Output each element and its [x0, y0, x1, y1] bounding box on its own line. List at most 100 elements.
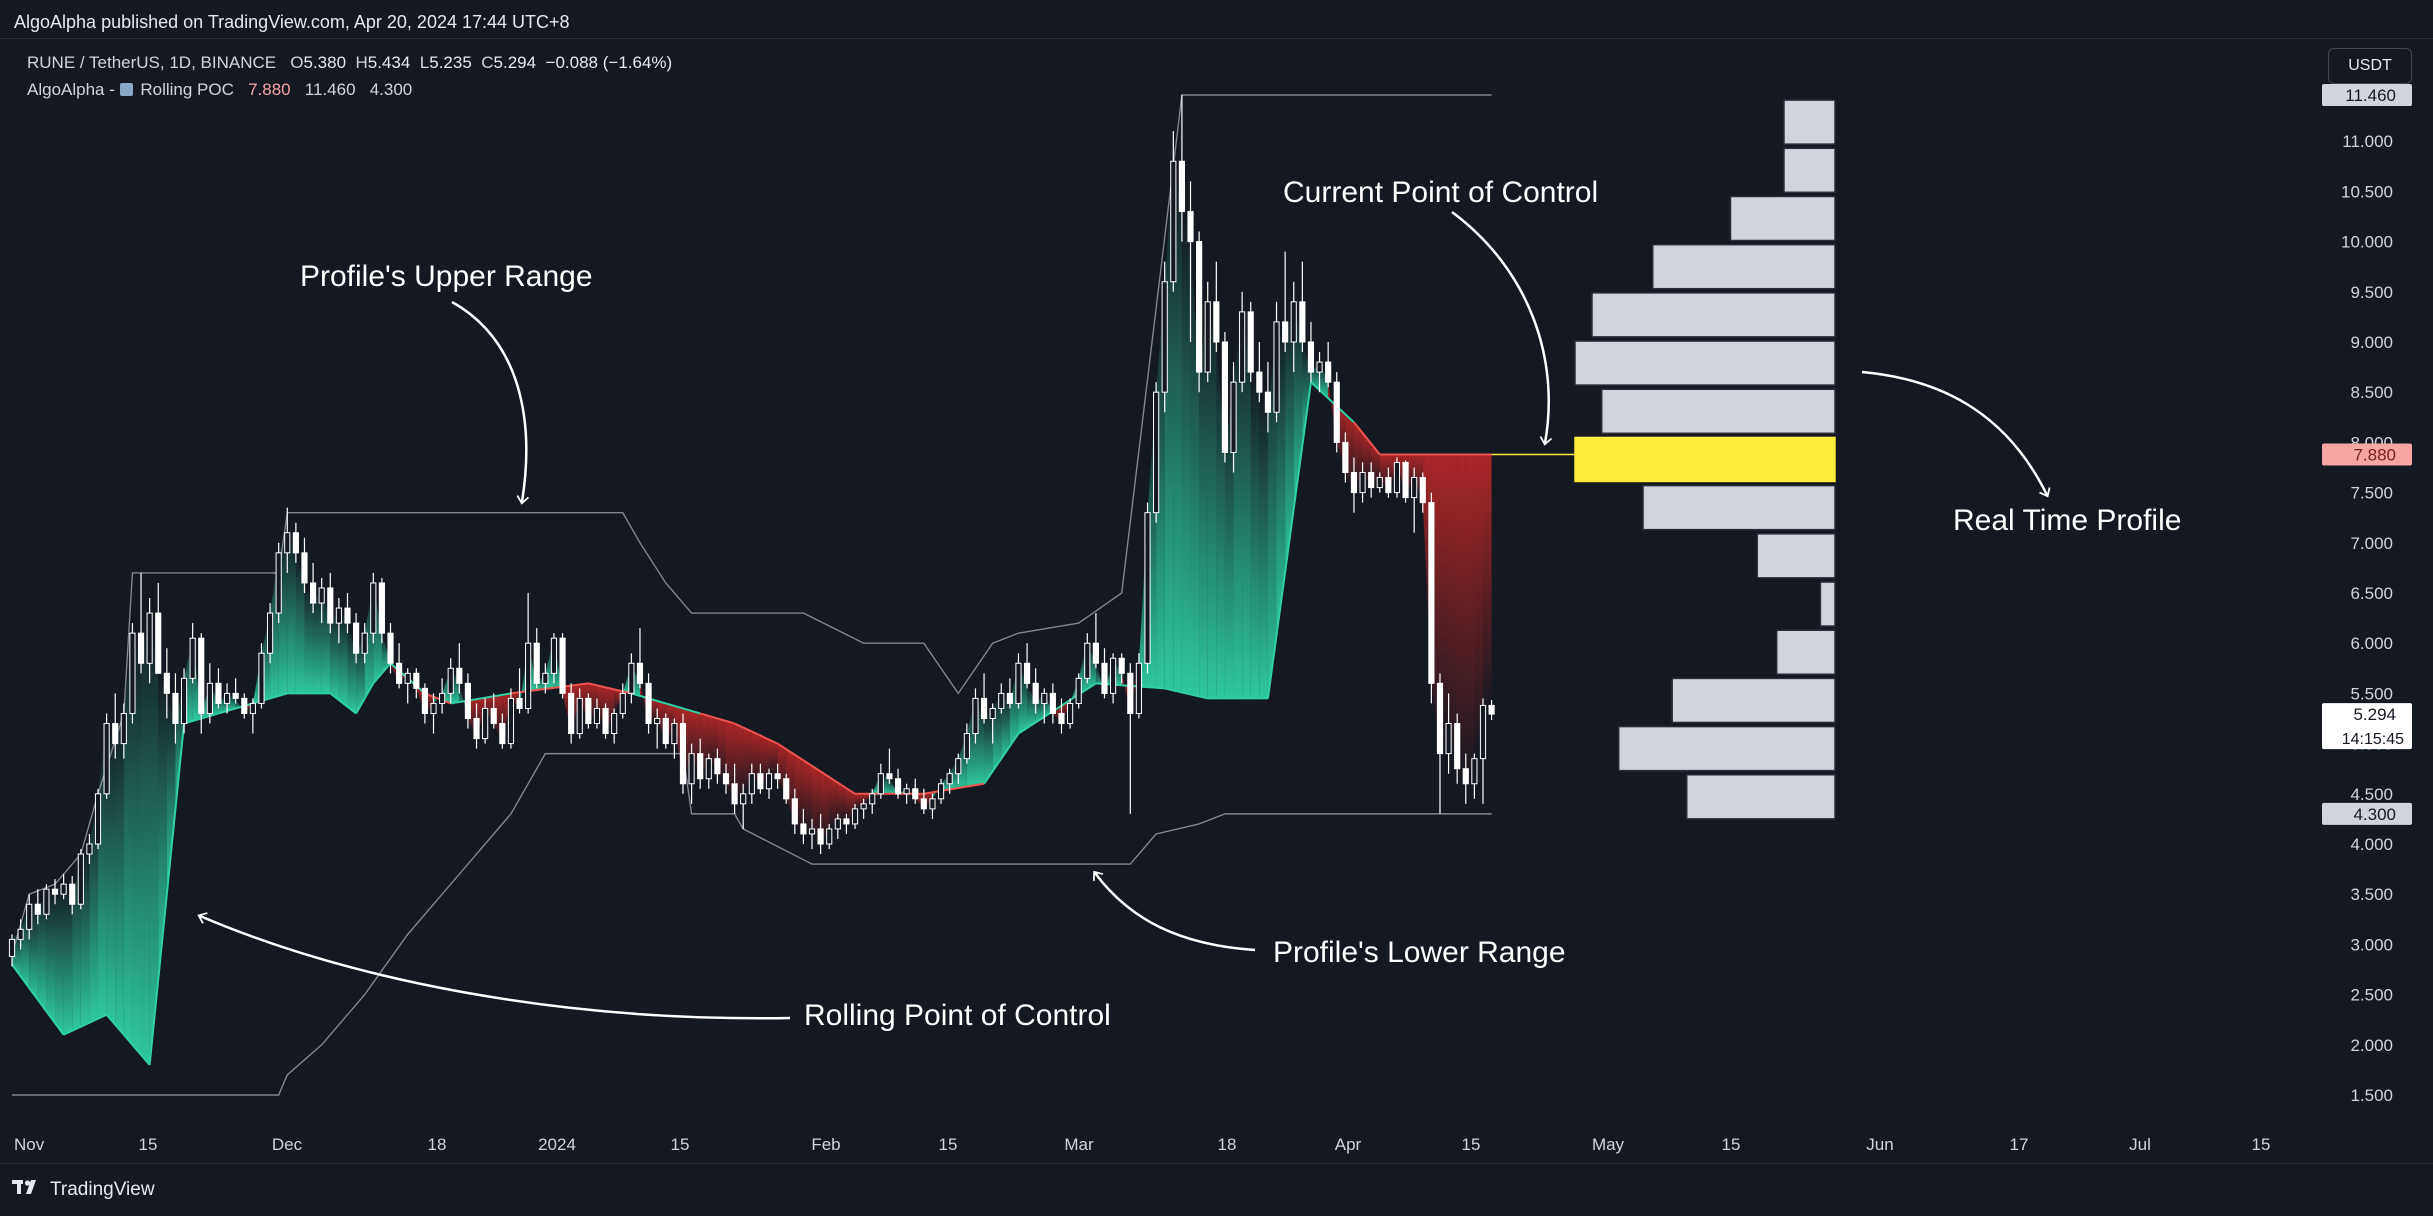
bear-fill-segment	[1457, 454, 1466, 784]
y-tick-label: 2.500	[2350, 986, 2393, 1005]
low-label: L	[419, 53, 430, 72]
bull-fill-segment	[889, 778, 899, 794]
symbol-name[interactable]: RUNE / TetherUS, 1D, BINANCE	[27, 53, 277, 72]
candle-body	[886, 773, 893, 780]
candle-body	[559, 637, 566, 694]
footer-brand[interactable]: TradingView	[12, 1178, 155, 1202]
poc-line-segment	[699, 712, 735, 725]
indicator-upper-value: 11.460	[304, 80, 356, 99]
upper-price-tag-bg	[2322, 84, 2412, 106]
candle-body	[499, 723, 506, 745]
y-tick-label: 1.500	[2350, 1086, 2393, 1105]
bull-fill-segment	[55, 884, 64, 1035]
price-axis-layer[interactable]: 11.00010.50010.0009.5009.0008.5008.0007.…	[2322, 84, 2412, 1105]
candle-body	[439, 692, 446, 704]
close-value: 5.294	[493, 53, 537, 72]
candle-body	[396, 662, 403, 684]
candle-body	[748, 773, 755, 795]
candle-body	[877, 773, 884, 795]
bear-fill-segment	[1465, 454, 1475, 784]
bear-fill-segment	[829, 777, 838, 829]
candle-body	[60, 883, 67, 895]
poc-line-segment	[148, 723, 186, 1065]
candle-body	[1264, 391, 1272, 413]
currency-button[interactable]: USDT	[2328, 48, 2412, 84]
candle-body	[1282, 321, 1289, 343]
bull-fill-segment	[1259, 392, 1268, 699]
bull-fill-segment	[313, 587, 322, 694]
candle-body	[533, 642, 540, 684]
poc-line-segment	[355, 682, 375, 714]
candle-body	[1144, 512, 1151, 664]
candle-body	[765, 773, 773, 790]
low-value: 5.235	[429, 53, 472, 72]
lower-range-annotation: Profile's Lower Range	[1273, 936, 1566, 969]
time-axis-layer[interactable]: Nov 15 Dec 18 2024 15 Feb 15 Mar 18 Apr 15 May 15 Jun 1…	[14, 1135, 2270, 1154]
x-tick-label: 15	[671, 1135, 690, 1154]
bull-fill-segment	[1001, 693, 1010, 759]
candle-body	[1196, 241, 1203, 373]
upper-range-arrow	[451, 300, 529, 505]
profile-bar	[1686, 774, 1836, 820]
candle-body	[206, 682, 213, 714]
candle-body	[112, 723, 119, 745]
candle-body	[1187, 210, 1194, 243]
candle-body	[611, 712, 618, 735]
current-poc-arrow	[1451, 210, 1553, 446]
profile-bar-poc	[1574, 436, 1836, 483]
candle-body	[843, 818, 850, 825]
realtime-profile-annotation: Real Time Profile	[1953, 504, 2181, 537]
candle-body	[335, 607, 342, 624]
profile-bar	[1729, 195, 1836, 242]
bear-fill-segment	[1474, 454, 1483, 759]
bull-fill-segment	[1285, 301, 1294, 572]
candle-body	[998, 692, 1005, 709]
candle-body	[266, 612, 274, 654]
poc-line-segment	[777, 742, 856, 795]
candle-body	[576, 697, 583, 735]
indicator-name[interactable]: Rolling POC	[140, 80, 234, 99]
bull-fill-segment	[1199, 301, 1208, 699]
candle-body	[671, 723, 678, 745]
y-tick-label: 4.500	[2350, 785, 2393, 804]
x-tick-label: Nov	[14, 1135, 45, 1154]
candle-body	[26, 903, 33, 930]
bull-fill-segment	[1181, 211, 1191, 695]
candle-body	[731, 783, 738, 805]
bull-fill-segment	[304, 582, 314, 694]
bull-fill-segment	[1173, 161, 1182, 693]
candle-body	[8, 938, 16, 957]
profile-bar	[1756, 533, 1836, 579]
candle-body	[490, 707, 497, 725]
candle-body	[516, 697, 523, 709]
candle-body	[1067, 702, 1074, 725]
x-tick-label: 18	[428, 1135, 447, 1154]
candle-body	[404, 672, 411, 684]
y-tick-label: 3.000	[2350, 935, 2393, 954]
x-tick-label: Apr	[1335, 1135, 1362, 1154]
candle-body	[937, 783, 945, 800]
candle-body	[1084, 642, 1091, 679]
candle-body	[619, 692, 626, 714]
x-tick-label: 18	[1218, 1135, 1237, 1154]
bear-fill-segment	[1439, 454, 1449, 754]
poc-line-segment	[140, 1054, 151, 1066]
candle-body	[903, 788, 910, 795]
poc-line-segment	[588, 682, 632, 695]
indicator-legend[interactable]: AlgoAlpha - Rolling POC 7.880 11.460 4.3…	[27, 80, 412, 100]
candle-body	[912, 788, 919, 800]
bull-fill-segment	[338, 608, 348, 707]
candle-body	[1204, 301, 1211, 373]
upper-range-line	[11, 94, 1492, 955]
candle-body	[327, 587, 334, 624]
candle-body	[1419, 477, 1426, 504]
symbol-legend[interactable]: RUNE / TetherUS, 1D, BINANCE O5.380 H5.4…	[27, 53, 672, 73]
bull-fill-segment	[149, 613, 159, 1065]
candle-body	[688, 753, 695, 785]
bull-fill-segment	[1207, 301, 1217, 699]
poc-line-segment	[372, 662, 392, 685]
bull-fill-segment	[158, 673, 167, 980]
candle-body	[800, 823, 807, 835]
upper-price-tag: 11.460	[2345, 86, 2396, 105]
